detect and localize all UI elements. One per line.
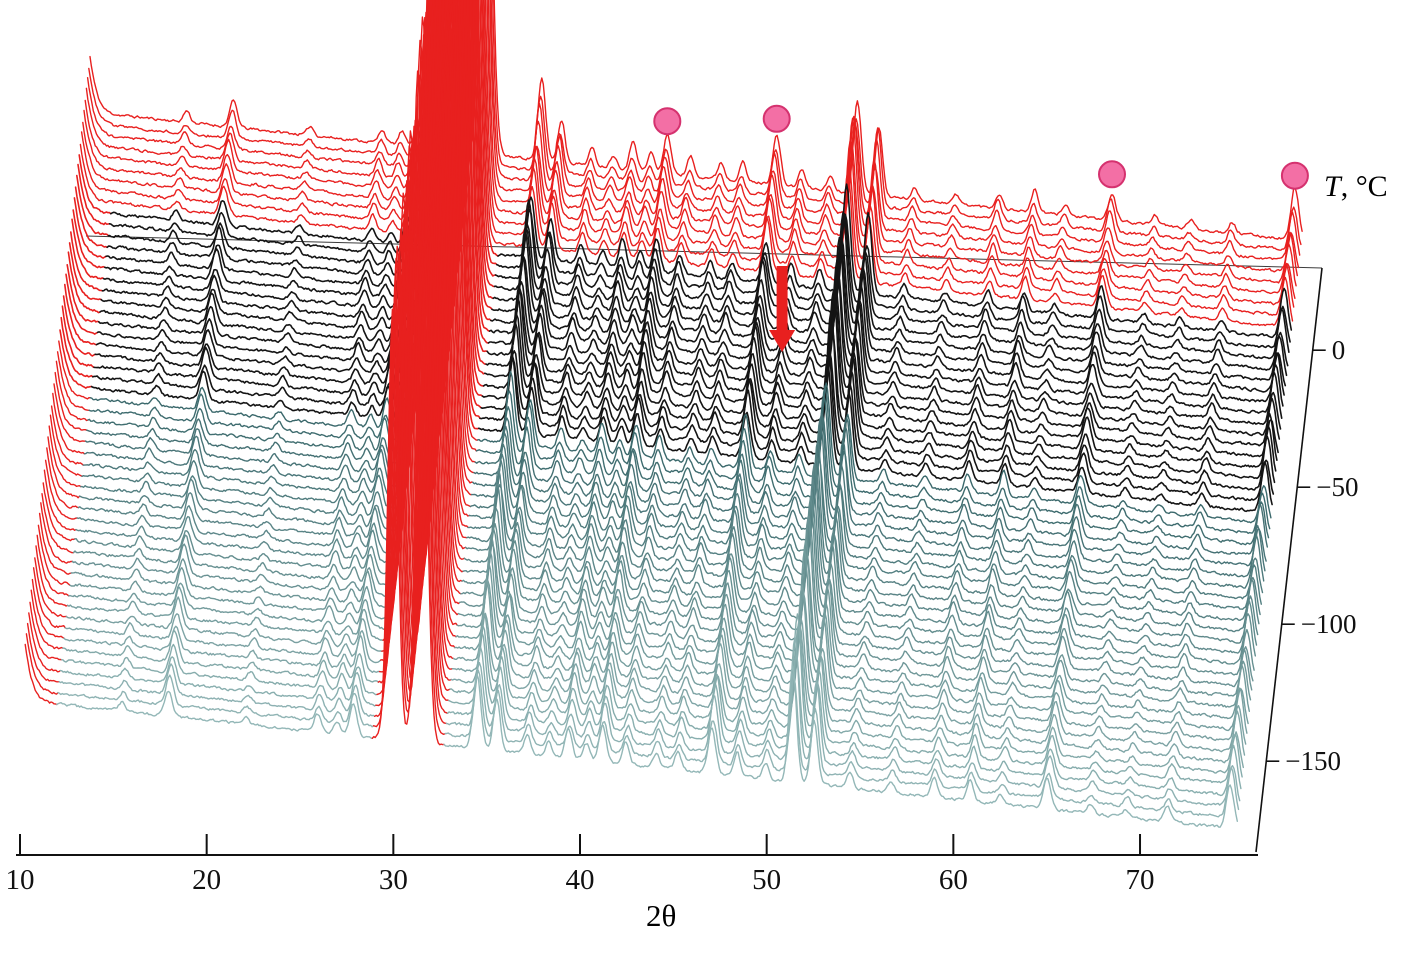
temperature-tick-label: −100 — [1301, 609, 1357, 639]
peak-marker-circle — [762, 104, 791, 133]
two-theta-tick-label: 40 — [566, 864, 595, 896]
temperature-unit: , °C — [1340, 170, 1388, 203]
temperature-axis-label: T, °C — [1324, 170, 1388, 204]
peak-marker-circle — [1280, 161, 1309, 190]
two-theta-tick-label: 20 — [192, 864, 221, 896]
peak-markers — [653, 104, 1309, 190]
temperature-tick-label: −150 — [1285, 746, 1341, 776]
diffraction-traces — [24, 0, 1303, 828]
two-theta-tick-label: 50 — [752, 864, 781, 896]
temperature-tick-label: −50 — [1316, 472, 1358, 502]
temperature-symbol: T — [1324, 170, 1341, 203]
phase-transition-arrow — [769, 266, 796, 352]
temperature-axis: 0 −50 −100 −150 — [1255, 267, 1358, 853]
temperature-tick-label: 0 — [1332, 335, 1346, 365]
two-theta-axis-label: 2θ — [646, 898, 677, 933]
two-theta-tick-label: 10 — [6, 864, 35, 896]
peak-marker-circle — [653, 107, 682, 136]
peak-marker-circle — [1098, 160, 1126, 189]
two-theta-tick-label: 70 — [1126, 864, 1155, 896]
two-theta-tick-label: 60 — [939, 864, 968, 896]
two-theta-tick-label: 30 — [379, 864, 408, 896]
two-theta-axis: 10 20 30 40 50 60 70 — [6, 834, 1258, 896]
